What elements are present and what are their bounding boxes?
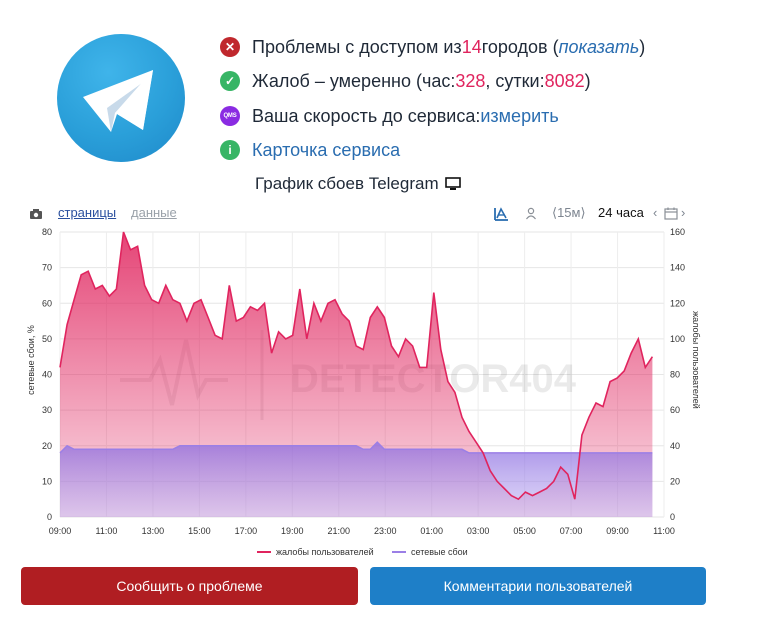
x-tick: 07:00: [560, 526, 583, 536]
x-tick: 19:00: [281, 526, 304, 536]
report-problem-button[interactable]: Сообщить о проблеме: [21, 567, 358, 605]
x-tick: 15:00: [188, 526, 211, 536]
x-tick: 09:00: [606, 526, 629, 536]
chart-type-icon[interactable]: [493, 206, 509, 222]
outages-line: [59, 441, 653, 454]
y-left-tick: 10: [42, 476, 52, 486]
complaints-line: [59, 231, 654, 501]
x-tick: 23:00: [374, 526, 397, 536]
y-left-tick: 50: [42, 334, 52, 344]
speed-status: QMS Ваша скорость до сервиса: измерить: [220, 104, 559, 128]
error-icon: ✕: [220, 37, 240, 57]
x-tick: 13:00: [142, 526, 165, 536]
x-tick: 03:00: [467, 526, 490, 536]
y-right-tick: 40: [670, 441, 680, 451]
service-card: i Карточка сервиса: [220, 138, 400, 162]
x-tick: 21:00: [328, 526, 351, 536]
x-tick: 11:00: [653, 526, 675, 536]
x-tick: 01:00: [420, 526, 443, 536]
service-card-link[interactable]: Карточка сервиса: [252, 140, 401, 160]
x-tick: 11:00: [96, 526, 118, 536]
telegram-logo: [57, 34, 185, 162]
y-right-tick: 80: [670, 370, 680, 380]
complaints-day: 8082: [544, 71, 585, 91]
y-left-tick: 40: [42, 370, 52, 380]
paper-plane-icon: [83, 70, 153, 132]
x-tick: 17:00: [235, 526, 258, 536]
y-right-tick: 20: [670, 476, 680, 486]
legend-complaints: жалобы пользователей: [276, 547, 374, 557]
y-right-tick: 120: [670, 298, 685, 308]
access-status: ✕ Проблемы с доступом из 14 городов ( по…: [220, 35, 645, 59]
y-left-tick: 80: [42, 227, 52, 237]
y-left-axis-label: сетевые сбои, %: [26, 325, 36, 395]
measure-speed-link[interactable]: измерить: [480, 106, 559, 126]
y-left-tick: 0: [47, 512, 52, 522]
x-tick: 05:00: [513, 526, 536, 536]
range-15m-button[interactable]: ⟨15м⟩: [552, 205, 586, 220]
tab-data[interactable]: данные: [131, 205, 177, 220]
legend-outages: сетевые сбои: [411, 547, 468, 557]
y-right-tick: 160: [670, 227, 685, 237]
y-right-tick: 140: [670, 263, 685, 273]
range-24h-button[interactable]: 24 часа: [598, 205, 644, 220]
legend: жалобы пользователей сетевые сбои: [257, 547, 468, 557]
monitor-icon: [444, 177, 461, 190]
y-left-tick: 30: [42, 405, 52, 415]
check-icon: ✓: [220, 71, 240, 91]
user-icon[interactable]: [525, 207, 537, 220]
outage-chart: DETECTOR404 0010202040306040805010060120…: [26, 227, 701, 557]
y-left-tick: 60: [42, 298, 52, 308]
tab-pages[interactable]: страницы: [58, 205, 117, 220]
y-right-tick: 60: [670, 405, 680, 415]
show-cities-link[interactable]: показать: [558, 37, 640, 57]
y-right-axis-label: жалобы пользователей: [691, 311, 701, 409]
prev-period-icon[interactable]: ‹: [653, 205, 658, 220]
complaints-hour: 328: [455, 71, 486, 91]
calendar-icon[interactable]: [664, 207, 678, 220]
next-period-icon[interactable]: ›: [681, 205, 686, 220]
complaints-status: ✓ Жалоб – умеренно (час: 328 , сутки: 80…: [220, 69, 591, 93]
y-right-tick: 0: [670, 512, 675, 522]
y-right-tick: 100: [670, 334, 685, 344]
cities-count: 14: [461, 37, 482, 57]
camera-icon[interactable]: [29, 208, 43, 220]
outages-area: [60, 442, 653, 517]
info-icon: i: [220, 140, 240, 160]
y-left-tick: 70: [42, 263, 52, 273]
user-comments-button[interactable]: Комментарии пользователей: [370, 567, 706, 605]
x-tick: 09:00: [49, 526, 72, 536]
chart-title: График сбоев Telegram: [255, 174, 461, 194]
qms-icon: QMS: [220, 106, 240, 126]
y-left-tick: 20: [42, 441, 52, 451]
